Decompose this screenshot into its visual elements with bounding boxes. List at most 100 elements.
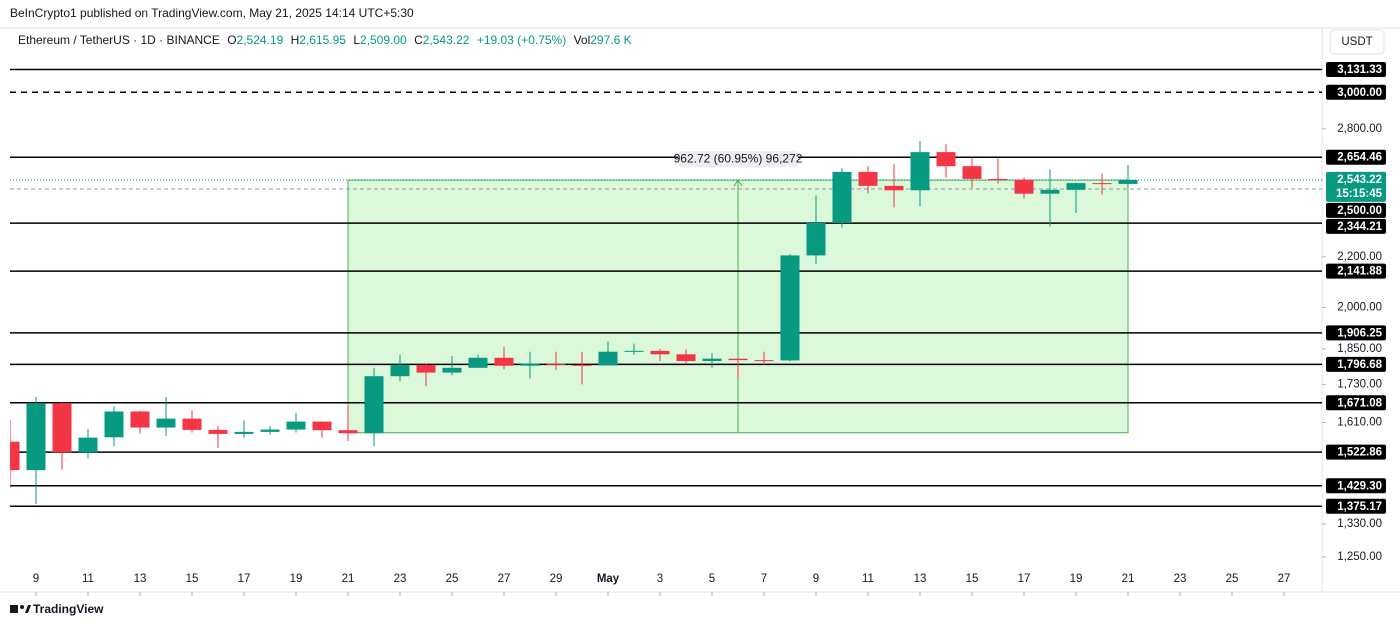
y-tick-label: 1,730.00 bbox=[1337, 378, 1382, 390]
x-tick-label: 23 bbox=[1174, 573, 1187, 585]
candle-body bbox=[884, 185, 904, 191]
candle-body bbox=[26, 403, 46, 471]
x-tick-label: 21 bbox=[342, 573, 355, 585]
candle-body bbox=[858, 171, 878, 186]
x-tick-label: 3 bbox=[657, 573, 663, 585]
price-label: 2,500.00 bbox=[1337, 205, 1382, 217]
price-label: 3,000.00 bbox=[1337, 87, 1382, 99]
x-tick-label: 23 bbox=[394, 573, 407, 585]
candle-body bbox=[936, 152, 956, 167]
price-label-box bbox=[1326, 171, 1386, 202]
y-tick-label: 2,000.00 bbox=[1337, 301, 1382, 313]
candle-body bbox=[364, 376, 384, 434]
candle-body bbox=[52, 403, 72, 453]
y-tick-label: 2,200.00 bbox=[1337, 251, 1382, 263]
y-tick-label: 2,800.00 bbox=[1337, 123, 1382, 135]
symbol-title: Ethereum / TetherUS · 1D · BINANCE bbox=[18, 33, 220, 47]
x-tick-label: 29 bbox=[550, 573, 563, 585]
candle-body bbox=[780, 255, 800, 361]
measure-label-box bbox=[678, 151, 798, 168]
candle-body bbox=[1014, 179, 1034, 194]
currency-button[interactable] bbox=[1329, 29, 1385, 55]
y-tick-label: 1,610.00 bbox=[1337, 417, 1382, 429]
y-tick-label: 1,850.00 bbox=[1337, 343, 1382, 355]
candle-body bbox=[598, 351, 618, 366]
candle-body bbox=[312, 421, 332, 431]
price-label: 2,344.21 bbox=[1337, 221, 1382, 233]
x-tick-label: 27 bbox=[1278, 573, 1291, 585]
candle-body bbox=[416, 364, 436, 373]
x-tick-label: 11 bbox=[82, 573, 94, 585]
candle-body bbox=[234, 431, 254, 434]
price-label-box bbox=[1326, 444, 1386, 460]
price-label-box bbox=[1326, 149, 1386, 165]
x-tick-label: 15 bbox=[966, 573, 979, 585]
candle-body bbox=[442, 367, 462, 373]
plot-area bbox=[10, 68, 1322, 507]
price-label: 1,375.17 bbox=[1337, 501, 1382, 513]
candle-body bbox=[286, 421, 306, 430]
candle-body bbox=[10, 441, 20, 471]
currency-label: USDT bbox=[1341, 36, 1372, 48]
measure-label: 962.72 (60.95%) 96,272 bbox=[674, 151, 803, 165]
price-label: 2,654.46 bbox=[1337, 152, 1382, 164]
price-label: 1,522.86 bbox=[1337, 447, 1382, 459]
y-tick-label: 1,250.00 bbox=[1337, 551, 1382, 563]
candle-body bbox=[520, 363, 540, 366]
candle-body bbox=[624, 350, 644, 352]
x-tick-label: 21 bbox=[1122, 573, 1135, 585]
candle-body bbox=[1066, 183, 1086, 190]
candle-body bbox=[1092, 183, 1112, 185]
y-tick-label: 1,330.00 bbox=[1337, 518, 1382, 530]
candle-body bbox=[806, 222, 826, 256]
price-label-box bbox=[1326, 218, 1386, 234]
price-label: 2,543.22 bbox=[1337, 174, 1382, 186]
price-label: 1,671.08 bbox=[1337, 397, 1382, 409]
footer-brand: TradingView bbox=[33, 602, 104, 616]
candle-body bbox=[832, 171, 852, 223]
price-label-box bbox=[1326, 478, 1386, 494]
candle-body bbox=[728, 358, 748, 361]
candle-body bbox=[702, 358, 722, 362]
x-tick-label: 9 bbox=[33, 573, 39, 585]
x-tick-label: May bbox=[597, 573, 620, 585]
candle-body bbox=[494, 357, 514, 366]
stat-value: 297.6 K bbox=[590, 33, 631, 47]
candle-body bbox=[468, 357, 488, 368]
stat-key: L bbox=[353, 33, 360, 47]
x-tick-label: 9 bbox=[813, 573, 819, 585]
stat-value: 2,524.19 bbox=[237, 33, 284, 47]
candle-body bbox=[572, 364, 592, 366]
candle-body bbox=[1040, 189, 1060, 194]
price-label-box bbox=[1326, 356, 1386, 372]
candle-body bbox=[988, 178, 1008, 180]
x-tick-label: 15 bbox=[186, 573, 199, 585]
candle-body bbox=[962, 166, 982, 179]
x-tick-label: 13 bbox=[914, 573, 927, 585]
x-tick-label: 5 bbox=[709, 573, 715, 585]
price-label: 1,906.25 bbox=[1337, 327, 1382, 339]
candle-body bbox=[130, 411, 150, 428]
price-label-box bbox=[1326, 395, 1386, 411]
candle-body bbox=[104, 411, 124, 438]
price-label-box bbox=[1326, 263, 1386, 279]
x-tick-label: 19 bbox=[290, 573, 303, 585]
candle-body bbox=[1118, 179, 1138, 184]
price-label-box bbox=[1326, 62, 1386, 78]
x-tick-label: 25 bbox=[1226, 573, 1239, 585]
stat-key: C bbox=[414, 33, 423, 47]
change: +19.03 (+0.75%) bbox=[477, 33, 566, 47]
stat-key: H bbox=[291, 33, 300, 47]
symbol-header: Ethereum / TetherUS · 1D · BINANCE O2,52… bbox=[18, 33, 632, 47]
candle-body bbox=[78, 437, 98, 453]
stat-value: 2,509.00 bbox=[360, 33, 407, 47]
price-label-box bbox=[1326, 202, 1386, 218]
measure-arrow bbox=[733, 179, 743, 187]
candle-body bbox=[156, 418, 176, 428]
price-label: 1,429.30 bbox=[1337, 480, 1382, 492]
stat-value: 2,543.22 bbox=[423, 33, 470, 47]
price-label: 15:15:45 bbox=[1336, 188, 1383, 200]
attribution: BeInCrypto1 published on TradingView.com… bbox=[10, 6, 414, 20]
candle-body bbox=[650, 350, 670, 355]
